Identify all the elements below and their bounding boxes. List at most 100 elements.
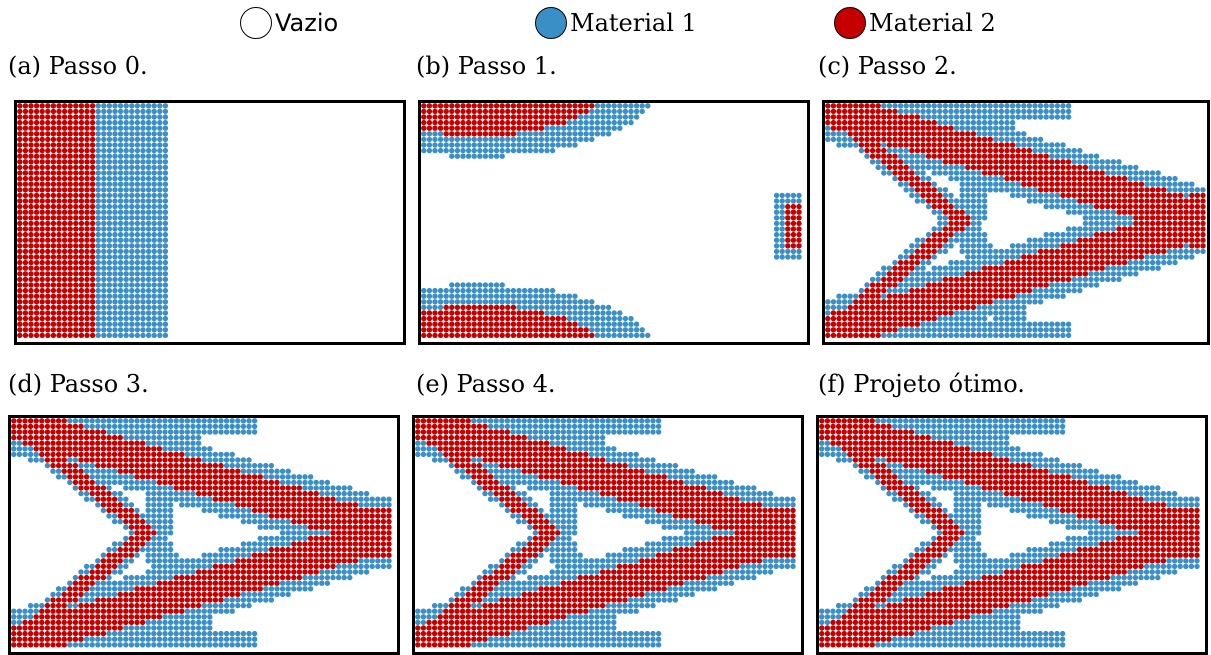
material-2-swatch-icon — [834, 7, 866, 39]
material-2-dot — [184, 574, 191, 581]
material-2-dot — [89, 209, 96, 215]
material-2-dot — [931, 248, 937, 255]
material-1-dot — [179, 569, 185, 575]
material-2-dot — [521, 108, 528, 115]
material-1-dot — [1021, 248, 1027, 255]
material-1-dot — [263, 513, 269, 519]
material-1-dot — [134, 259, 141, 266]
material-1-dot — [162, 271, 169, 277]
material-2-dot — [965, 220, 971, 227]
material-2-dot — [920, 243, 926, 249]
material-2-dot — [790, 220, 797, 227]
material-2-dot — [796, 226, 802, 232]
material-2-dot — [56, 287, 62, 294]
material-1-dot — [145, 434, 151, 441]
caption-c: (c) Passo 2. — [818, 52, 957, 80]
material-2-dot — [61, 142, 68, 148]
material-1-dot — [157, 254, 163, 260]
material-1-dot — [605, 332, 612, 339]
material-1-dot — [89, 586, 95, 592]
material-2-dot — [89, 142, 96, 148]
material-2-dot — [45, 164, 51, 171]
material-2-dot — [527, 119, 533, 126]
material-2-dot — [56, 164, 62, 171]
panel-c-step-2 — [822, 100, 1210, 345]
material-1-dot — [426, 147, 433, 154]
material-2-dot — [1082, 271, 1089, 277]
material-1-dot — [83, 490, 90, 497]
material-2-dot — [67, 220, 73, 227]
material-1-dot — [134, 265, 141, 271]
material-1-dot — [129, 142, 135, 148]
material-1-dot — [117, 541, 123, 547]
material-1-dot — [106, 153, 113, 159]
material-2-dot — [920, 310, 926, 316]
material-1-dot — [830, 299, 837, 305]
material-2-dot — [1110, 248, 1117, 255]
material-1-dot — [1049, 103, 1055, 109]
material-1-dot — [1015, 304, 1021, 311]
material-2-dot — [50, 321, 57, 327]
material-2-dot — [925, 310, 932, 316]
material-2-dot — [78, 114, 85, 120]
material-2-dot — [993, 142, 999, 148]
material-1-dot — [1021, 243, 1027, 249]
material-2-dot — [437, 327, 444, 333]
material-2-dot — [561, 315, 567, 322]
material-2-dot — [61, 108, 68, 115]
material-2-dot — [942, 276, 949, 283]
material-2-dot — [335, 524, 342, 530]
material-2-dot — [1077, 187, 1083, 193]
material-2-dot — [858, 321, 865, 327]
material-2-dot — [1155, 248, 1161, 255]
material-2-dot — [1194, 203, 1201, 210]
material-2-dot — [50, 271, 57, 277]
material-1-dot — [993, 332, 999, 339]
material-2-dot — [1032, 153, 1038, 159]
material-1-dot — [212, 451, 219, 458]
material-2-dot — [39, 423, 45, 430]
material-2-dot — [50, 142, 57, 148]
material-1-dot — [1021, 192, 1027, 199]
material-2-dot — [61, 164, 68, 171]
material-1-dot — [145, 485, 151, 491]
material-1-dot — [145, 569, 151, 575]
material-1-dot — [1071, 198, 1077, 204]
material-1-dot — [1105, 276, 1111, 283]
material-1-dot — [426, 142, 433, 148]
material-2-dot — [22, 243, 29, 249]
material-1-dot — [914, 271, 921, 277]
material-1-dot — [1138, 175, 1145, 182]
material-1-dot — [998, 119, 1005, 126]
material-1-dot — [937, 265, 943, 271]
material-1-dot — [363, 502, 370, 508]
material-2-dot — [477, 125, 483, 131]
material-2-dot — [39, 243, 45, 249]
material-1-dot — [151, 580, 157, 586]
material-1-dot — [1054, 293, 1061, 299]
material-2-dot — [274, 485, 280, 491]
material-1-dot — [151, 119, 157, 126]
material-2-dot — [72, 479, 79, 486]
material-2-dot — [17, 147, 23, 154]
material-2-dot — [796, 215, 802, 221]
material-1-dot — [162, 541, 168, 547]
material-2-dot — [268, 502, 275, 508]
material-1-dot — [1026, 198, 1033, 204]
material-2-dot — [28, 198, 34, 204]
material-2-dot — [162, 586, 168, 592]
material-1-dot — [330, 574, 336, 581]
material-2-dot — [1133, 243, 1139, 249]
material-2-dot — [1110, 175, 1117, 182]
material-2-dot — [892, 276, 898, 283]
material-2-dot — [583, 108, 589, 115]
material-1-dot — [465, 153, 472, 159]
material-1-dot — [95, 231, 101, 238]
material-1-dot — [909, 159, 915, 165]
material-2-dot — [84, 315, 90, 322]
material-1-dot — [212, 507, 219, 514]
material-2-dot — [864, 131, 870, 137]
material-2-dot — [965, 287, 971, 294]
material-2-dot — [352, 558, 359, 564]
material-2-dot — [510, 321, 517, 327]
